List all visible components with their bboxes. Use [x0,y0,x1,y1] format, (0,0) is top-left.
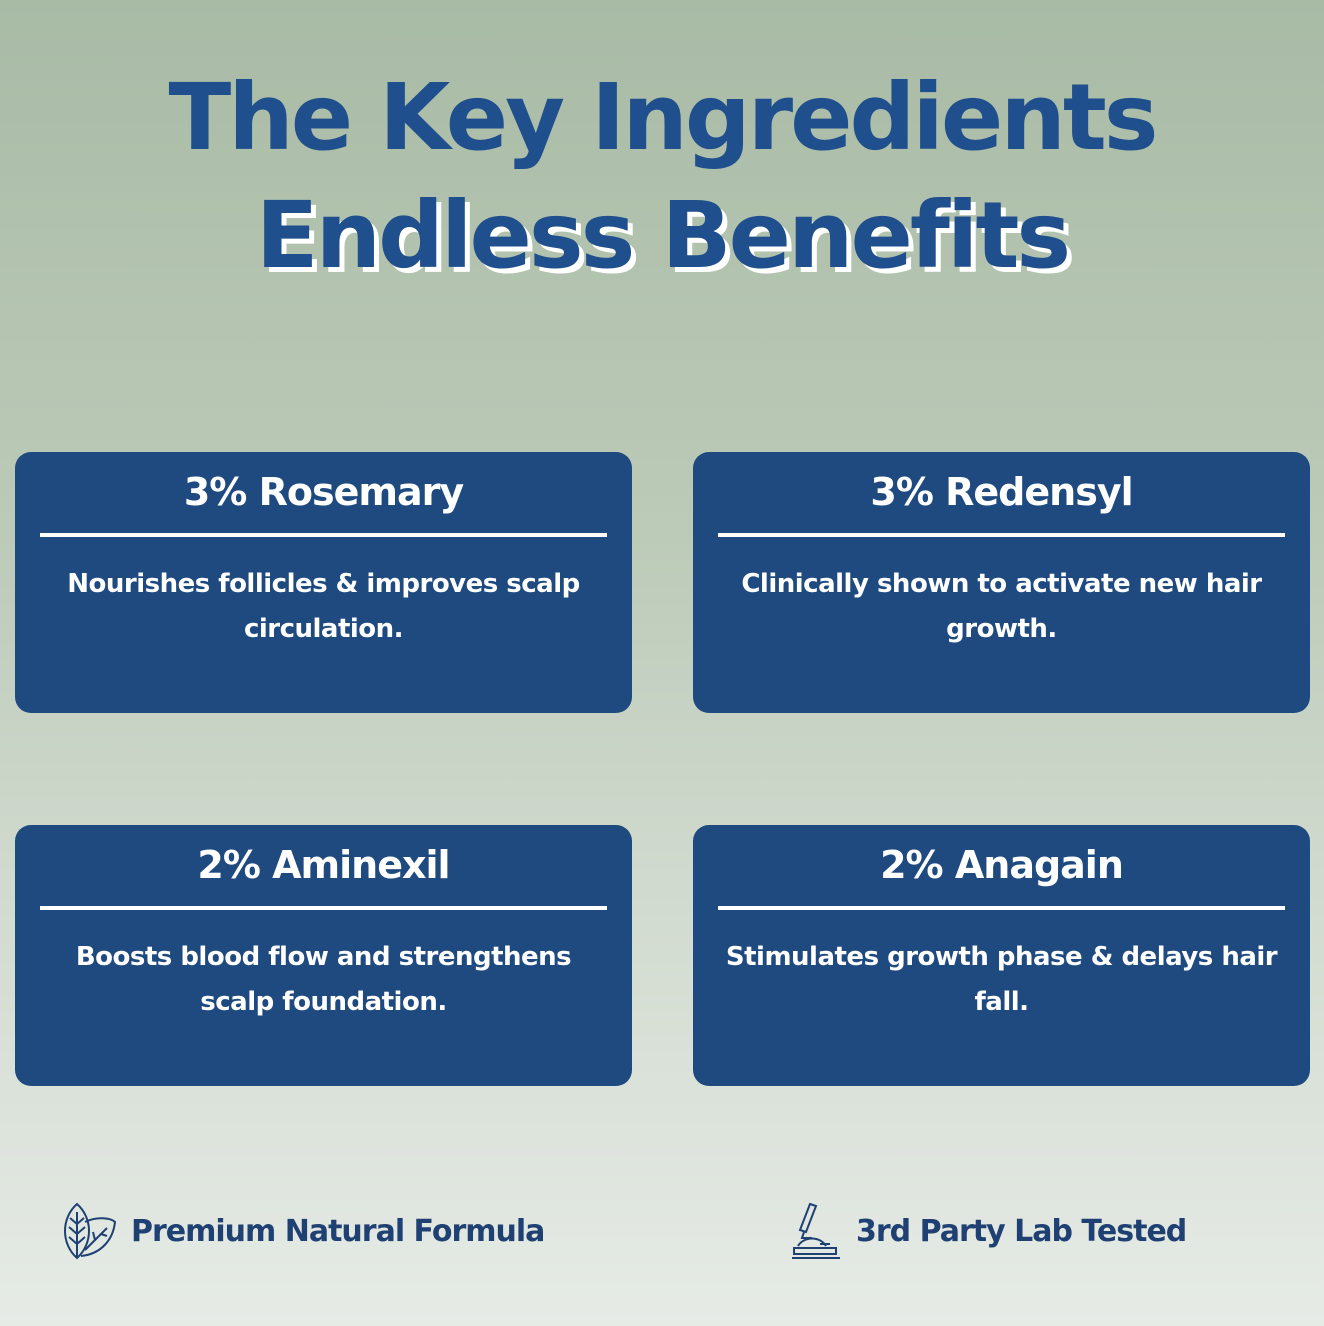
card-divider [718,533,1285,537]
card-description: Boosts blood flow and strengthens scalp … [75,942,572,1017]
headline-line-2: Endless Benefits [255,182,1071,289]
card-divider [718,906,1285,910]
ingredient-card-redensyl: 3% Redensyl Clinically shown to activate… [693,452,1310,713]
card-title: 3% Redensyl [870,470,1133,514]
feature-lab-tested: 3rd Party Lab Tested [790,1200,1187,1262]
feature-label: Premium Natural Formula [131,1213,545,1249]
card-description: Clinically shown to activate new hair gr… [741,569,1262,644]
feature-label: 3rd Party Lab Tested [856,1213,1187,1249]
leaf-icon [55,1200,117,1262]
headline-line-1: The Key Ingredients [168,64,1158,171]
ingredient-card-aminexil: 2% Aminexil Boosts blood flow and streng… [15,825,632,1086]
card-title: 2% Anagain [880,843,1124,887]
card-divider [40,533,607,537]
ingredient-card-rosemary: 3% Rosemary Nourishes follicles & improv… [15,452,632,713]
card-title: 2% Aminexil [197,843,450,887]
feature-natural-formula: Premium Natural Formula [55,1200,545,1262]
card-description: Stimulates growth phase & delays hair fa… [725,942,1278,1017]
card-title: 3% Rosemary [183,470,464,514]
card-description: Nourishes follicles & improves scalp cir… [67,569,580,644]
microscope-icon [790,1200,842,1262]
card-divider [40,906,607,910]
ingredient-card-anagain: 2% Anagain Stimulates growth phase & del… [693,825,1310,1086]
